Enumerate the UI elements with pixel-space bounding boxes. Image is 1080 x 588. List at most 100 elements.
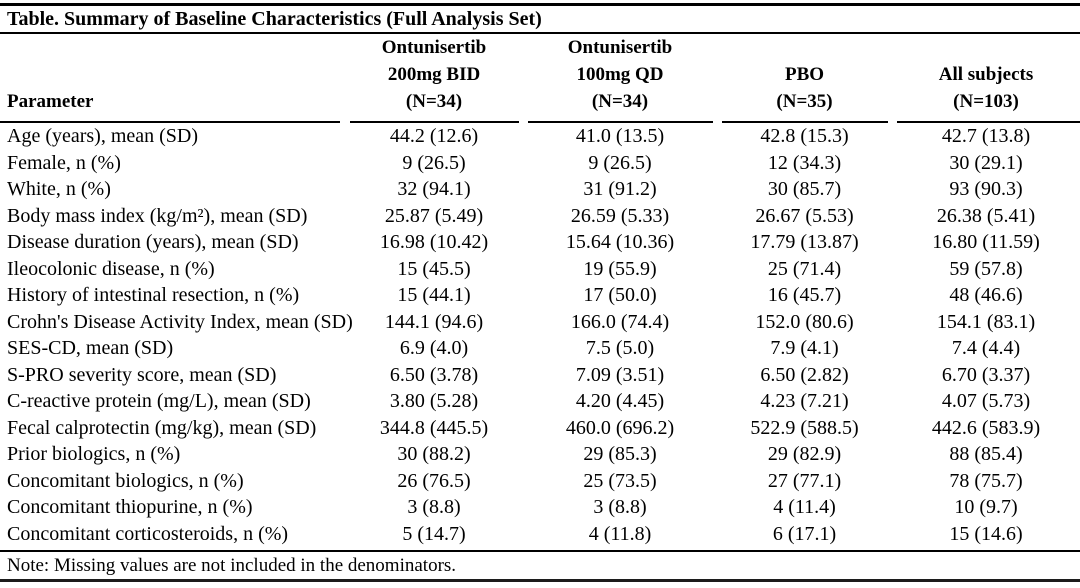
parameter-cell: S-PRO severity score, mean (SD) — [7, 363, 277, 386]
value-cell-ontunisertib-200mg-bid: 26 (76.5) — [397, 469, 471, 492]
value-cell-pbo: 6 (17.1) — [772, 522, 837, 545]
column-header-all-subjects: All subjects (N=103) — [892, 34, 1080, 123]
value-cell-ontunisertib-100mg-qd: 25 (73.5) — [583, 469, 657, 492]
table-row: Disease duration (years), mean (SD) 16.9… — [0, 229, 1080, 256]
value-cell-ontunisertib-200mg-bid: 32 (94.1) — [397, 178, 471, 200]
parameter-cell: Body mass index (kg/m²), mean (SD) — [7, 204, 308, 227]
value-cell-pbo: 25 (71.4) — [767, 257, 842, 280]
column-header-label: PBO — [784, 64, 825, 85]
value-cell-pbo: 6.50 (2.82) — [760, 363, 849, 386]
value-cell-pbo: 30 (85.7) — [767, 178, 842, 200]
table-row: C-reactive protein (mg/L), mean (SD) 3.8… — [0, 388, 1080, 415]
table-header: Parameter Ontunisertib 200mg BID (N=34) … — [0, 34, 1080, 123]
value-cell-ontunisertib-200mg-bid: 344.8 (445.5) — [379, 416, 489, 439]
value-cell-all-subjects: 48 (46.6) — [949, 284, 1023, 306]
parameter-cell: Disease duration (years), mean (SD) — [7, 231, 299, 253]
parameter-cell: C-reactive protein (mg/L), mean (SD) — [7, 390, 311, 412]
column-header-label: 100mg QD — [576, 64, 664, 85]
value-cell-pbo: 4.23 (7.21) — [760, 390, 849, 412]
value-cell-all-subjects: 16.80 (11.59) — [932, 231, 1040, 253]
table-row: Prior biologics, n (%) 30 (88.2) 29 (85.… — [0, 441, 1080, 468]
value-cell-pbo: 4 (11.4) — [773, 496, 836, 518]
value-cell-ontunisertib-200mg-bid: 6.9 (4.0) — [399, 337, 469, 359]
footnote-section: Note: Missing values are not included in… — [0, 550, 1080, 579]
table-row: SES-CD, mean (SD) 6.9 (4.0) 7.5 (5.0) 7.… — [0, 335, 1080, 362]
parameter-cell: Ileocolonic disease, n (%) — [7, 257, 215, 280]
value-cell-ontunisertib-100mg-qd: 26.59 (5.33) — [570, 204, 670, 227]
column-header-pbo: PBO (N=35) — [717, 34, 892, 123]
value-cell-ontunisertib-200mg-bid: 3.80 (5.28) — [389, 390, 479, 412]
value-cell-ontunisertib-200mg-bid: 30 (88.2) — [397, 443, 471, 465]
value-cell-ontunisertib-100mg-qd: 15.64 (10.36) — [565, 231, 675, 253]
table-row: Female, n (%) 9 (26.5) 9 (26.5) 12 (34.3… — [0, 150, 1080, 177]
value-cell-ontunisertib-200mg-bid: 16.98 (10.42) — [379, 231, 489, 253]
value-cell-pbo: 16 (45.7) — [767, 284, 842, 306]
value-cell-pbo: 42.8 (15.3) — [760, 125, 849, 147]
value-cell-ontunisertib-100mg-qd: 31 (91.2) — [583, 178, 657, 200]
parameter-cell: Concomitant corticosteroids, n (%) — [7, 522, 289, 545]
value-cell-ontunisertib-200mg-bid: 144.1 (94.6) — [384, 310, 484, 333]
value-cell-pbo: 7.9 (4.1) — [770, 337, 839, 359]
value-cell-all-subjects: 88 (85.4) — [949, 443, 1023, 465]
value-cell-all-subjects: 30 (29.1) — [949, 151, 1023, 174]
value-cell-ontunisertib-200mg-bid: 3 (8.8) — [407, 496, 461, 518]
value-cell-all-subjects: 15 (14.6) — [949, 522, 1023, 545]
value-cell-pbo: 26.67 (5.53) — [755, 204, 854, 227]
value-cell-pbo: 29 (82.9) — [767, 443, 842, 465]
value-cell-ontunisertib-200mg-bid: 6.50 (3.78) — [389, 363, 479, 386]
column-header-parameter: Parameter — [0, 34, 345, 123]
value-cell-ontunisertib-100mg-qd: 460.0 (696.2) — [565, 416, 675, 439]
top-rule — [0, 3, 1080, 6]
table-row: White, n (%) 32 (94.1) 31 (91.2) 30 (85.… — [0, 176, 1080, 203]
parameter-cell: Female, n (%) — [7, 151, 121, 174]
value-cell-ontunisertib-200mg-bid: 25.87 (5.49) — [384, 204, 484, 227]
table-row: Crohn's Disease Activity Index, mean (SD… — [0, 309, 1080, 336]
value-cell-all-subjects: 10 (9.7) — [954, 496, 1018, 518]
value-cell-ontunisertib-100mg-qd: 3 (8.8) — [593, 496, 647, 518]
value-cell-all-subjects: 442.6 (583.9) — [931, 416, 1041, 439]
parameter-cell: History of intestinal resection, n (%) — [7, 284, 300, 306]
column-header-label: (N=34) — [591, 91, 649, 112]
value-cell-ontunisertib-200mg-bid: 15 (44.1) — [397, 284, 471, 306]
bottom-rule — [0, 579, 1080, 582]
value-cell-all-subjects: 6.70 (3.37) — [941, 363, 1031, 386]
value-cell-ontunisertib-100mg-qd: 7.5 (5.0) — [585, 337, 655, 359]
value-cell-ontunisertib-200mg-bid: 44.2 (12.6) — [389, 125, 479, 147]
value-cell-ontunisertib-100mg-qd: 4 (11.8) — [588, 522, 652, 545]
value-cell-all-subjects: 26.38 (5.41) — [936, 204, 1036, 227]
parameter-cell: SES-CD, mean (SD) — [7, 337, 174, 359]
value-cell-ontunisertib-200mg-bid: 15 (45.5) — [397, 257, 471, 280]
table-row: Age (years), mean (SD) 44.2 (12.6) 41.0 … — [0, 123, 1080, 150]
value-cell-ontunisertib-200mg-bid: 9 (26.5) — [402, 151, 466, 174]
parameter-cell: Concomitant biologics, n (%) — [7, 469, 244, 492]
parameter-cell: Age (years), mean (SD) — [7, 125, 199, 147]
title-rule — [0, 32, 1080, 34]
column-header-label: (N=103) — [953, 91, 1019, 112]
table-row: History of intestinal resection, n (%) 1… — [0, 282, 1080, 309]
value-cell-ontunisertib-100mg-qd: 17 (50.0) — [583, 284, 657, 306]
column-header-label: (N=34) — [405, 91, 463, 112]
value-cell-all-subjects: 154.1 (83.1) — [936, 310, 1036, 333]
column-header-ontunisertib-100mg-qd: Ontunisertib 100mg QD (N=34) — [523, 34, 717, 123]
value-cell-ontunisertib-100mg-qd: 166.0 (74.4) — [570, 310, 670, 333]
parameter-cell: Prior biologics, n (%) — [7, 443, 181, 465]
value-cell-pbo: 27 (77.1) — [767, 469, 842, 492]
column-header-label: 200mg BID — [387, 64, 481, 85]
value-cell-ontunisertib-100mg-qd: 41.0 (13.5) — [575, 125, 665, 147]
value-cell-ontunisertib-200mg-bid: 5 (14.7) — [402, 522, 466, 545]
column-header-ontunisertib-200mg-bid: Ontunisertib 200mg BID (N=34) — [345, 34, 523, 123]
value-cell-pbo: 17.79 (13.87) — [750, 231, 859, 253]
table-row: Ileocolonic disease, n (%) 15 (45.5) 19 … — [0, 256, 1080, 283]
table-row: S-PRO severity score, mean (SD) 6.50 (3.… — [0, 362, 1080, 389]
column-header-label: Ontunisertib — [381, 37, 487, 58]
column-header-label: Parameter — [7, 91, 94, 112]
value-cell-pbo: 522.9 (588.5) — [750, 416, 859, 439]
column-header-label: Ontunisertib — [567, 37, 673, 58]
column-header-label: All subjects — [938, 64, 1034, 85]
value-cell-all-subjects: 59 (57.8) — [949, 257, 1023, 280]
column-header-label: (N=35) — [776, 91, 833, 112]
value-cell-ontunisertib-100mg-qd: 19 (55.9) — [583, 257, 657, 280]
table-row: Fecal calprotectin (mg/kg), mean (SD) 34… — [0, 415, 1080, 442]
value-cell-all-subjects: 78 (75.7) — [949, 469, 1023, 492]
